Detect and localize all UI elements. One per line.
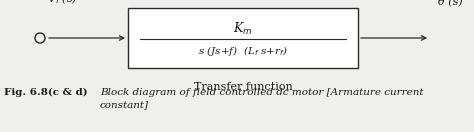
Text: s (Js+f)  (L$_{f}$ s+r$_{f}$): s (Js+f) (L$_{f}$ s+r$_{f}$): [198, 44, 288, 58]
Text: Fig. 6.8(c & d): Fig. 6.8(c & d): [4, 88, 88, 97]
Text: Transfer function: Transfer function: [193, 82, 292, 92]
Text: V$_{f}$ (s): V$_{f}$ (s): [47, 0, 77, 6]
Bar: [128, 8, 358, 68]
Text: K$_{m}$: K$_{m}$: [233, 21, 253, 37]
Text: θ (s): θ (s): [438, 0, 463, 6]
Text: Block diagram of field controlled dc motor [Armature current
constant]: Block diagram of field controlled dc mot…: [100, 88, 423, 109]
